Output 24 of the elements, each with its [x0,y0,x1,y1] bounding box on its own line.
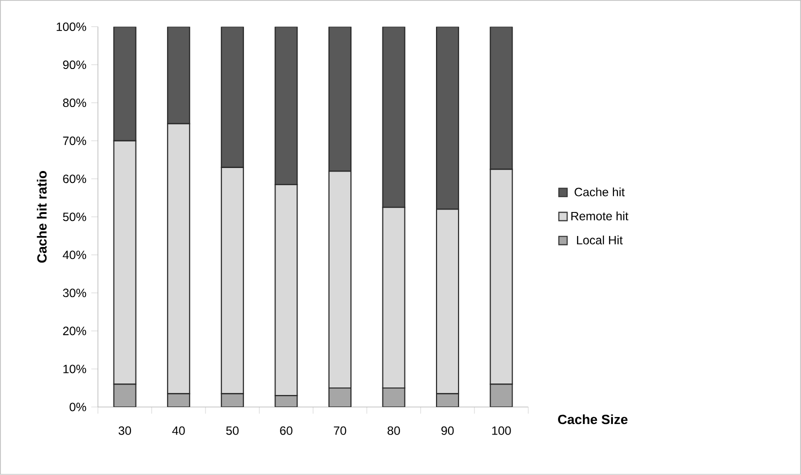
y-tick-label: 20% [63,326,86,336]
x-tick-label: 30 [118,426,132,435]
y-axis-title: Cache hit ratio [36,171,47,263]
legend-label: Remote hit [571,212,628,220]
x-tick-label: 80 [388,426,400,435]
x-tick-label: 100 [492,426,511,435]
y-tick-label: 50% [63,212,86,222]
x-tick-label: 40 [172,426,185,435]
y-tick-label: 80% [63,98,86,108]
x-axis-title: Cache Size [558,414,628,424]
x-tick-label: 70 [334,426,346,435]
x-tick-label: 90 [441,426,454,435]
y-tick-label: 40% [62,250,86,260]
y-tick-label: 90% [63,60,86,70]
x-tick-label: 60 [280,426,292,435]
legend-label: Cache hit [574,188,625,196]
legend-label: Local Hit [577,236,623,244]
y-tick-label: 30% [62,288,86,298]
y-tick-label: 60% [63,174,86,184]
y-tick-label: 0% [70,402,86,412]
x-tick-label: 50 [226,426,239,435]
y-tick-label: 100% [56,22,86,32]
y-tick-label: 70% [63,136,86,146]
y-tick-label: 10% [63,364,86,374]
